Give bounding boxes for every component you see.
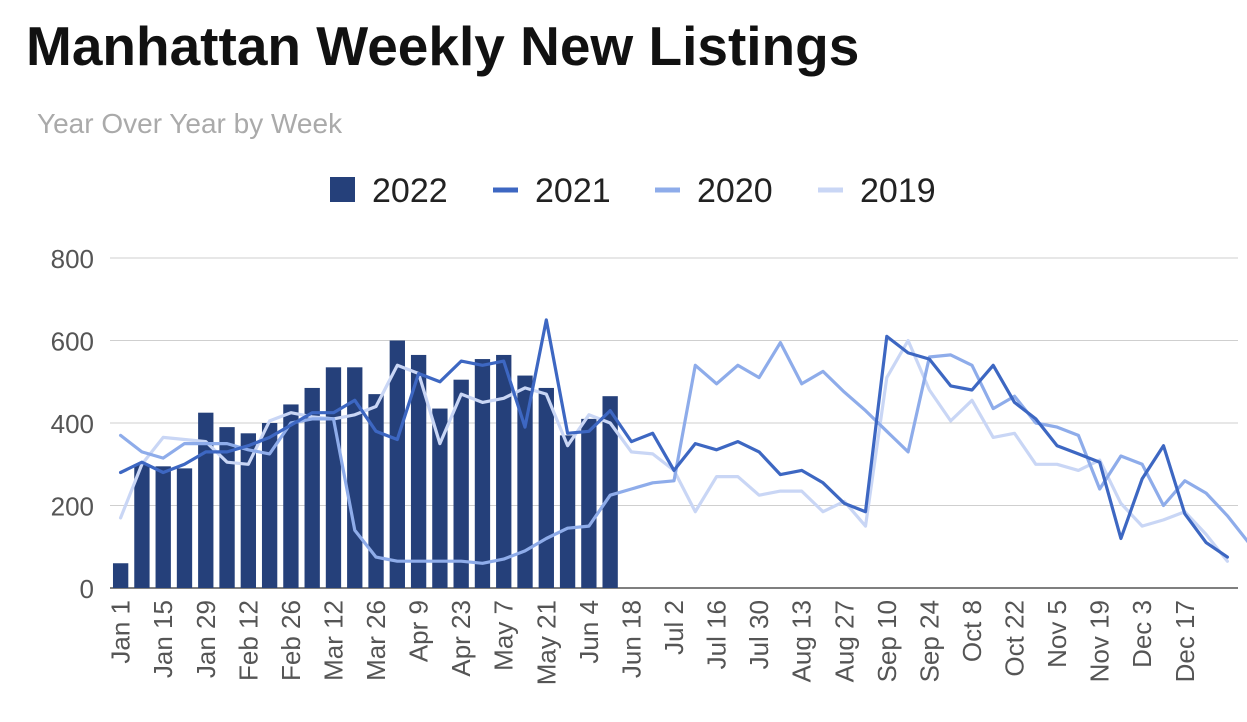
bar-series-2022 (112, 340, 618, 588)
x-tick-label: Dec 17 (1170, 600, 1200, 682)
bar (261, 423, 278, 588)
line-2021 (118, 318, 1230, 559)
line-series (118, 318, 1247, 565)
y-tick-label: 800 (51, 244, 94, 274)
bar (219, 427, 235, 588)
x-tick-label: May 21 (531, 600, 561, 685)
legend-label-2022: 2022 (372, 172, 448, 210)
x-tick-label: Jul 2 (659, 600, 689, 655)
bar (517, 375, 533, 588)
x-tick-label: Jan 29 (191, 600, 221, 678)
bar (432, 408, 448, 588)
x-tick-label: Jul 16 (702, 600, 732, 669)
legend-swatch-2022 (330, 177, 355, 202)
x-tick-label: Nov 5 (1042, 600, 1072, 668)
chart-subtitle: Year Over Year by Week (37, 108, 343, 139)
line-2020 (118, 341, 1247, 565)
x-tick-label: Jan 1 (106, 600, 136, 664)
x-tick-label: Feb 26 (276, 600, 306, 681)
bar (198, 412, 214, 588)
bar (453, 379, 469, 588)
bar (368, 394, 384, 588)
legend-label-2021: 2021 (535, 172, 611, 210)
bar (496, 354, 512, 588)
x-tick-label: Apr 23 (446, 600, 476, 677)
legend-label-2020: 2020 (697, 172, 773, 210)
bar (474, 359, 491, 588)
x-tick-label: Mar 26 (361, 600, 391, 681)
x-tick-label: Jun 18 (616, 600, 646, 678)
bar (538, 387, 554, 588)
x-tick-label: May 7 (489, 600, 519, 671)
y-tick-label: 600 (51, 327, 94, 357)
x-tick-label: Mar 12 (318, 600, 348, 681)
legend-label-2019: 2019 (860, 172, 936, 210)
y-axis-ticks: 0 200 400 600 800 (51, 244, 94, 604)
bar (283, 404, 299, 588)
x-tick-label: Oct 22 (1000, 600, 1030, 677)
bar (240, 433, 257, 588)
bar (304, 387, 320, 588)
x-tick-label: Jul 30 (744, 600, 774, 669)
chart-title: Manhattan Weekly New Listings (26, 15, 860, 77)
bar (112, 563, 129, 588)
bar (559, 435, 576, 588)
x-tick-label: Jan 15 (148, 600, 178, 678)
legend: 2022 2021 2020 2019 (330, 172, 936, 210)
x-tick-label: Aug 27 (829, 600, 859, 682)
bar (410, 354, 427, 588)
bar (602, 396, 618, 588)
x-tick-label: Dec 3 (1127, 600, 1157, 668)
x-tick-label: Feb 12 (233, 600, 263, 681)
bar (325, 367, 342, 588)
x-tick-label: Nov 19 (1085, 600, 1115, 682)
x-tick-label: Oct 8 (957, 600, 987, 662)
x-tick-label: Sep 24 (914, 600, 944, 682)
bar (176, 468, 193, 588)
bar (155, 466, 171, 588)
bar (134, 464, 150, 588)
x-tick-label: Sep 10 (872, 600, 902, 682)
gridlines (110, 257, 1238, 589)
bar (581, 418, 597, 588)
x-axis-ticks: Jan 1 Jan 15 Jan 29 Feb 12 Feb 26 Mar 12 Mar 2… (106, 600, 1200, 685)
bar (389, 340, 405, 588)
x-tick-label: Apr 9 (404, 600, 434, 662)
y-tick-label: 0 (80, 574, 94, 604)
x-tick-label: Jun 4 (574, 600, 604, 664)
x-tick-label: Aug 13 (787, 600, 817, 682)
y-tick-label: 200 (51, 492, 94, 522)
y-tick-label: 400 (51, 409, 94, 439)
